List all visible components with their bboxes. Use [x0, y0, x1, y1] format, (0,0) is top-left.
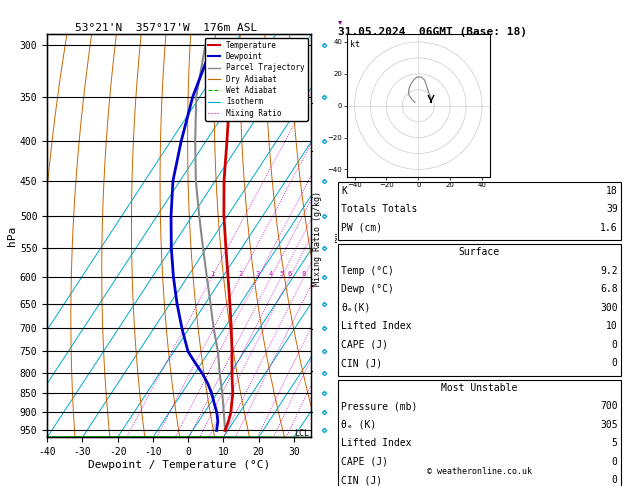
Text: 18: 18 [606, 186, 618, 196]
Text: 1: 1 [210, 271, 214, 277]
Text: Temp (°C): Temp (°C) [341, 266, 394, 276]
Text: CIN (J): CIN (J) [341, 475, 382, 486]
Text: CAPE (J): CAPE (J) [341, 340, 388, 350]
Text: θₑ (K): θₑ (K) [341, 420, 376, 430]
Text: ▾: ▾ [338, 17, 342, 26]
Text: 6: 6 [288, 271, 292, 277]
X-axis label: Dewpoint / Temperature (°C): Dewpoint / Temperature (°C) [88, 460, 270, 470]
Text: 5: 5 [612, 438, 618, 449]
Text: 10: 10 [606, 321, 618, 331]
Text: Surface: Surface [459, 247, 500, 258]
Text: 39: 39 [606, 204, 618, 214]
Text: © weatheronline.co.uk: © weatheronline.co.uk [427, 467, 532, 476]
Text: 9.2: 9.2 [600, 266, 618, 276]
Text: Dewp (°C): Dewp (°C) [341, 284, 394, 295]
Text: 6.8: 6.8 [600, 284, 618, 295]
Text: 0: 0 [612, 475, 618, 486]
Text: 1.6: 1.6 [600, 223, 618, 233]
Text: Most Unstable: Most Unstable [441, 383, 518, 393]
Text: Lifted Index: Lifted Index [341, 438, 411, 449]
Text: 300: 300 [600, 303, 618, 313]
Text: 8: 8 [302, 271, 306, 277]
Text: Totals Totals: Totals Totals [341, 204, 417, 214]
Text: CAPE (J): CAPE (J) [341, 457, 388, 467]
Text: kt: kt [350, 40, 360, 50]
Y-axis label: km
ASL: km ASL [330, 227, 352, 244]
Y-axis label: hPa: hPa [7, 226, 17, 246]
Text: 0: 0 [612, 340, 618, 350]
Text: K: K [341, 186, 347, 196]
Text: 305: 305 [600, 420, 618, 430]
Text: 0: 0 [612, 457, 618, 467]
Text: 5: 5 [279, 271, 284, 277]
Text: 4: 4 [269, 271, 273, 277]
Text: Pressure (mb): Pressure (mb) [341, 401, 417, 412]
Text: Lifted Index: Lifted Index [341, 321, 411, 331]
Text: PW (cm): PW (cm) [341, 223, 382, 233]
Text: 31.05.2024  06GMT (Base: 18): 31.05.2024 06GMT (Base: 18) [338, 27, 526, 37]
Text: θₑ(K): θₑ(K) [341, 303, 370, 313]
Legend: Temperature, Dewpoint, Parcel Trajectory, Dry Adiabat, Wet Adiabat, Isotherm, Mi: Temperature, Dewpoint, Parcel Trajectory… [205, 38, 308, 121]
Text: LCL: LCL [294, 430, 309, 438]
Text: 2: 2 [238, 271, 243, 277]
Text: 3: 3 [256, 271, 260, 277]
Text: 0: 0 [612, 358, 618, 368]
Text: Mixing Ratio (g/kg): Mixing Ratio (g/kg) [313, 191, 321, 286]
Title: 53°21'N  357°17'W  176m ASL: 53°21'N 357°17'W 176m ASL [75, 23, 257, 33]
Text: 700: 700 [600, 401, 618, 412]
Text: CIN (J): CIN (J) [341, 358, 382, 368]
